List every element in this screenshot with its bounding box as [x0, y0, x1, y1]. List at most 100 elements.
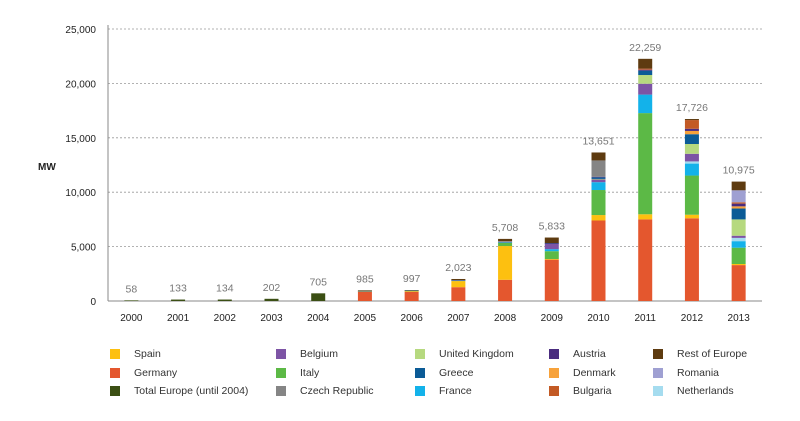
- total-label: 202: [263, 282, 281, 294]
- x-tick-label: 2002: [214, 313, 237, 324]
- legend-item: Spain: [110, 348, 161, 360]
- legend-swatch: [276, 349, 286, 359]
- y-tick-label: 15,000: [65, 134, 96, 145]
- bar-segment-bulgaria: [684, 120, 699, 129]
- legend-label: Czech Republic: [300, 385, 374, 397]
- bar-segment-spain: [544, 259, 559, 260]
- bar-segment-rest-of-europe: [544, 237, 559, 244]
- bar-segment-germany: [544, 259, 559, 301]
- bar-segment-germany: [731, 265, 746, 301]
- total-label: 134: [216, 283, 234, 295]
- bar-segment-germany: [404, 291, 419, 301]
- legend-item: Czech Republic: [276, 385, 374, 397]
- bar-segment-austria: [591, 176, 606, 178]
- bar-segment-italy: [731, 247, 746, 265]
- y-tick-label: 5,000: [71, 243, 96, 254]
- total-label: 58: [126, 283, 138, 295]
- bar-segment-france: [498, 242, 513, 243]
- legend-swatch: [549, 368, 559, 378]
- bar-segment-rest-of-europe: [731, 181, 746, 191]
- bar-segment-france: [638, 94, 653, 114]
- legend-item: Germany: [110, 367, 177, 379]
- total-label: 985: [356, 273, 374, 285]
- total-label: 5,833: [539, 221, 565, 233]
- bar-segment-belgium: [544, 243, 559, 250]
- legend-item: France: [415, 385, 472, 397]
- legend-swatch: [653, 368, 663, 378]
- bar-segment-total-europe-until-2004-: [124, 300, 139, 301]
- y-tick-label: 10,000: [65, 188, 96, 199]
- legend-label: Romania: [677, 367, 720, 379]
- legend-swatch: [110, 349, 120, 359]
- legend-item: United Kingdom: [415, 348, 514, 360]
- bar-segment-france: [357, 290, 372, 292]
- x-tick-label: 2011: [634, 313, 656, 324]
- bar-segment-netherlands: [684, 161, 699, 164]
- bar-segment-belgium: [591, 179, 606, 183]
- legend-label: Spain: [134, 348, 161, 360]
- x-tick-label: 2001: [167, 313, 190, 324]
- bar-segment-rest-of-europe: [684, 119, 699, 121]
- legend-item: Italy: [276, 367, 319, 379]
- y-tick-label: 20,000: [65, 79, 96, 90]
- legend-item: Bulgaria: [549, 385, 612, 397]
- y-tick-label: 0: [90, 297, 96, 308]
- bar-segment-czech-republic: [498, 241, 513, 242]
- bar-segment-united-kingdom: [638, 75, 653, 84]
- total-label: 133: [169, 283, 187, 295]
- bar-segment-germany: [684, 218, 699, 301]
- bar-segment-italy: [498, 242, 513, 247]
- bar-segment-italy: [544, 251, 559, 260]
- legend-label: Bulgaria: [573, 385, 612, 397]
- total-label: 17,726: [676, 102, 708, 114]
- total-label: 5,708: [492, 222, 518, 234]
- x-tick-label: 2006: [401, 313, 424, 324]
- bar-segment-belgium: [638, 83, 653, 95]
- legend-label: Italy: [300, 367, 320, 379]
- bar-segment-austria: [731, 203, 746, 207]
- legend-item: Greece: [415, 367, 473, 379]
- bar-segment-greece: [591, 177, 606, 179]
- legend-item: Rest of Europe: [653, 348, 747, 360]
- bar-segment-romania: [731, 190, 746, 203]
- legend-swatch: [110, 386, 120, 396]
- bar-segment-united-kingdom: [684, 144, 699, 154]
- bar-segment-spain: [591, 215, 606, 221]
- bar-segment-rest-of-europe: [591, 152, 606, 161]
- y-axis-label: MW: [38, 162, 56, 173]
- legend-swatch: [110, 368, 120, 378]
- bar-segment-belgium: [498, 241, 513, 243]
- bar-segment-total-europe-until-2004-: [171, 299, 186, 301]
- bar-segment-united-kingdom: [731, 219, 746, 236]
- x-tick-label: 2005: [354, 313, 377, 324]
- bar-segment-spain: [638, 214, 653, 220]
- bar-segment-belgium: [684, 153, 699, 162]
- bar-segment-italy: [591, 190, 606, 216]
- bar-segment-czech-republic: [591, 160, 606, 177]
- bar-segment-austria: [544, 243, 559, 244]
- legend-label: Belgium: [300, 348, 338, 360]
- total-label: 2,023: [445, 262, 471, 274]
- x-tick-label: 2008: [494, 313, 517, 324]
- legend-label: France: [439, 385, 472, 397]
- bar-segment-germany: [451, 287, 466, 301]
- legend-item: Romania: [653, 367, 719, 379]
- legend-label: Greece: [439, 367, 474, 379]
- bar-segment-spain: [404, 290, 419, 292]
- bar-segment-germany: [591, 220, 606, 301]
- bar-segment-greece: [731, 208, 746, 220]
- bar-segment-germany: [498, 279, 513, 301]
- legend-label: Germany: [134, 367, 178, 379]
- bar-segment-france: [591, 182, 606, 191]
- bar-segment-belgium: [451, 280, 466, 281]
- legend-label: Austria: [573, 348, 606, 360]
- bar-segment-rest-of-europe: [498, 238, 513, 242]
- total-label: 10,975: [723, 165, 755, 177]
- bar-segment-bulgaria: [638, 68, 653, 70]
- bar-segment-total-europe-until-2004-: [311, 293, 326, 301]
- bar-segment-spain: [684, 214, 699, 219]
- legend-item: Netherlands: [653, 385, 734, 397]
- total-label: 13,651: [582, 135, 614, 147]
- bar-segment-spain: [498, 246, 513, 280]
- legend-label: Rest of Europe: [677, 348, 748, 360]
